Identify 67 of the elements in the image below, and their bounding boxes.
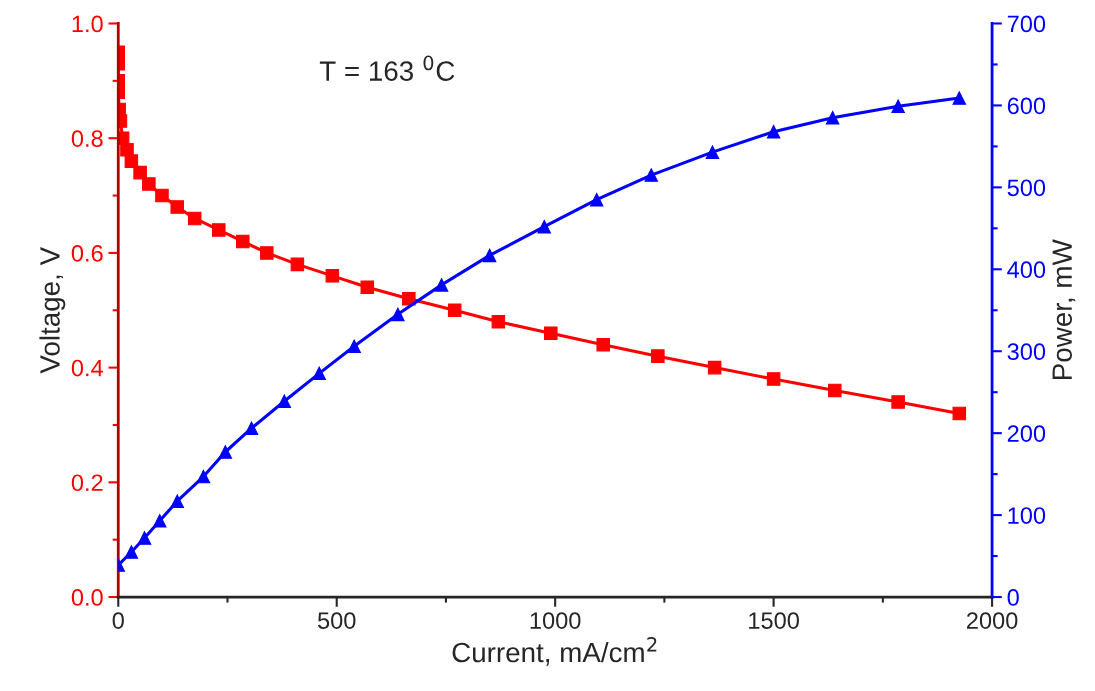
point	[705, 145, 720, 159]
point	[155, 188, 169, 203]
point	[482, 248, 497, 263]
point	[766, 124, 781, 139]
point	[137, 531, 152, 545]
y2-tick-label: 700	[1007, 15, 1046, 33]
point	[491, 314, 506, 329]
point	[347, 339, 361, 354]
point	[244, 421, 259, 436]
y-axis-title: Voltage, V	[39, 247, 66, 374]
y-tick-label: 1.0	[72, 15, 103, 33]
annotation: T = 163 $^{0}$C	[319, 55, 455, 81]
point	[952, 406, 967, 421]
y2-axis-title: Power, mW	[1052, 239, 1076, 379]
x-tick-label: 1000	[530, 612, 581, 629]
x-tick-label: 2000	[967, 612, 1018, 629]
point	[825, 110, 840, 125]
point	[952, 91, 967, 105]
y2-tick-label: 100	[1008, 507, 1046, 524]
point	[434, 278, 449, 292]
point	[391, 307, 405, 322]
point	[707, 360, 722, 375]
y-tick-label: 0.4	[71, 359, 103, 377]
y2-tick-label: 0	[1007, 589, 1019, 606]
point	[170, 200, 185, 214]
point	[589, 192, 604, 207]
point	[277, 394, 292, 408]
y-tick-label: 0.0	[71, 589, 103, 606]
point	[312, 366, 327, 381]
y2-tick-label: 200	[1007, 425, 1046, 442]
point	[596, 337, 610, 352]
x-axis-title: Current, mA/cm$^{2}$	[452, 637, 657, 666]
point	[290, 257, 305, 272]
point	[260, 246, 274, 260]
point	[537, 219, 552, 234]
point	[196, 469, 211, 484]
point	[142, 177, 156, 191]
point	[447, 303, 462, 318]
point	[133, 165, 147, 180]
point	[644, 168, 659, 182]
point	[360, 280, 375, 295]
y-tick-label: 0.2	[71, 474, 103, 492]
point	[170, 494, 185, 508]
point	[891, 395, 905, 409]
y-tick-label: 0.8	[71, 130, 103, 147]
point	[402, 292, 416, 306]
x-tick-label: 500	[317, 612, 356, 629]
point	[828, 383, 842, 398]
point	[651, 349, 665, 363]
point	[325, 269, 340, 283]
point	[766, 372, 781, 386]
point	[124, 154, 139, 168]
x-tick-label: 0	[112, 612, 124, 629]
y2-tick-label: 600	[1007, 97, 1046, 115]
y2-tick-label: 400	[1007, 261, 1046, 279]
y-tick-label: 0.6	[71, 244, 103, 262]
point	[211, 223, 226, 237]
point	[187, 211, 202, 226]
point	[218, 445, 233, 459]
y2-tick-label: 300	[1007, 343, 1046, 361]
point	[891, 99, 905, 114]
point	[124, 545, 139, 559]
point	[544, 326, 558, 340]
y2-tick-label: 500	[1007, 179, 1046, 197]
x-tick-label: 1500	[749, 612, 799, 629]
point	[236, 234, 250, 249]
point	[153, 514, 167, 528]
